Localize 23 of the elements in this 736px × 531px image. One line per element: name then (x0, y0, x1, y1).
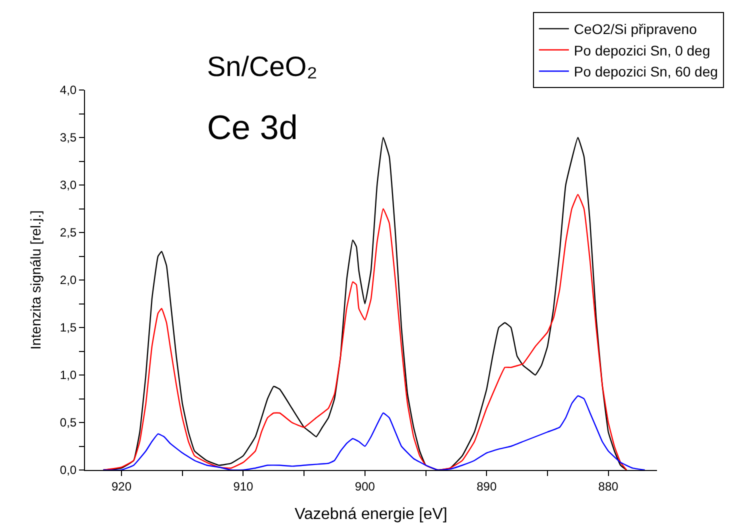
y-tick-label: 3,5 (60, 130, 77, 145)
x-tick-label: 890 (476, 479, 497, 494)
chart-title: Sn/CeO₂ (207, 51, 318, 82)
y-tick-label: 2,0 (60, 273, 77, 288)
line-series (102, 194, 628, 470)
y-tick-label: 1,5 (60, 320, 77, 335)
x-tick-label: 880 (598, 479, 619, 494)
legend-label: CeO2/Si připraveno (574, 21, 698, 38)
legend-label: Po depozici Sn, 60 deg (574, 64, 718, 80)
x-tick-label: 910 (233, 479, 254, 494)
y-tick-label: 3,0 (60, 178, 77, 192)
y-tick-label: 1,0 (60, 368, 77, 382)
x-tick-label: 900 (354, 479, 376, 494)
legend-label: Po depozici Sn, 0 deg (574, 42, 710, 58)
y-tick-label: 0,0 (60, 463, 77, 478)
y-axis-title: Intenzita signálu [rel.j.] (28, 210, 44, 350)
y-tick-label: 2,5 (60, 226, 77, 240)
y-tick-label: 0,5 (60, 416, 77, 430)
text: Ce 3d (207, 109, 298, 147)
y-tick-label: 4,0 (60, 83, 77, 98)
x-tick-label: 920 (111, 479, 132, 494)
x-axis-title: Vazebná energie [eV] (294, 506, 448, 524)
line-series (102, 395, 646, 470)
